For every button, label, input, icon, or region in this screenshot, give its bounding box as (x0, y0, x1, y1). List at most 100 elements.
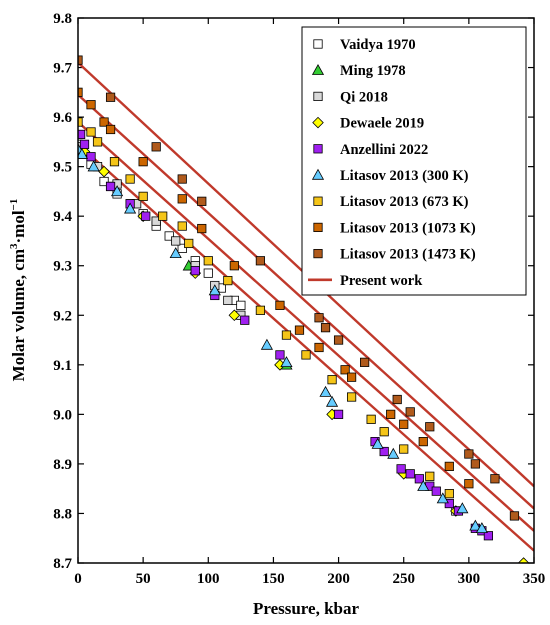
point-litasov-2013-1073-k (444, 461, 454, 471)
legend-label: Litasov 2013 (1073 K) (340, 220, 476, 236)
point-qi-2018 (171, 236, 181, 246)
legend-marker (312, 116, 324, 129)
x-tick-label: 150 (262, 571, 285, 587)
point-litasov-2013-673-k (399, 444, 409, 454)
point-anzellini-2022 (105, 181, 116, 192)
point-litasov-2013-673-k (86, 127, 96, 137)
point-litasov-2013-1073-k (138, 157, 148, 167)
legend-box (301, 26, 527, 296)
point-litasov-2013-673-k (366, 414, 376, 424)
point-litasov-2013-300-k (456, 502, 469, 514)
legend-marker (313, 196, 323, 206)
legend-marker (313, 39, 323, 49)
legend-label: Qi 2018 (340, 89, 388, 105)
point-anzellini-2022 (405, 469, 415, 479)
point-litasov-2013-673-k (255, 305, 266, 315)
point-litasov-2013-673-k (425, 471, 435, 481)
x-tick-label: 50 (136, 571, 151, 587)
point-litasov-2013-300-k (78, 148, 88, 159)
point-litasov-2013-1073-k (86, 100, 96, 110)
point-litasov-2013-300-k (208, 284, 221, 296)
point-litasov-2013-1073-k (346, 372, 357, 382)
x-tick-label: 300 (458, 571, 481, 587)
legend-marker (311, 63, 325, 75)
point-litasov-2013-300-k (475, 522, 488, 534)
point-litasov-2013-1473-k (151, 142, 161, 152)
point-litasov-2013-1473-k (470, 459, 480, 469)
point-litasov-2013-300-k (417, 479, 430, 491)
point-qi-2018 (223, 295, 233, 306)
point-litasov-2013-673-k (125, 174, 135, 184)
point-vaidya-1970 (203, 268, 213, 278)
point-anzellini-2022 (333, 409, 344, 419)
point-dewaele-2019 (98, 165, 110, 178)
legend-label: Anzellini 2022 (340, 142, 428, 158)
point-litasov-2013-673-k (223, 275, 233, 286)
point-litasov-2013-300-k (260, 338, 273, 350)
y-tick-label: 9.5 (53, 160, 72, 176)
y-tick-label: 8.8 (53, 506, 72, 522)
point-litasov-2013-673-k (203, 256, 213, 266)
legend-label: Dewaele 2019 (340, 116, 424, 132)
legend-label: Litasov 2013 (300 K) (340, 168, 469, 184)
x-axis-ticks: 0 50 100 150 200 250 300 350 (74, 18, 545, 587)
x-tick-label: 0 (74, 571, 82, 587)
point-litasov-2013-1073-k (418, 437, 428, 447)
point-litasov-2013-1473-k (255, 256, 266, 266)
legend-label: Litasov 2013 (1473 K) (340, 247, 476, 263)
point-litasov-2013-673-k (379, 427, 389, 437)
point-anzellini-2022 (240, 315, 250, 325)
legend-label: Present work (340, 273, 423, 289)
point-vaidya-1970 (236, 300, 246, 310)
point-litasov-2013-1473-k (490, 474, 500, 484)
point-anzellini-2022 (79, 139, 90, 149)
point-litasov-2013-1073-k (177, 194, 187, 204)
legend-label: Ming 1978 (340, 63, 406, 79)
point-litasov-2013-673-k (327, 375, 337, 385)
point-dewaele-2019 (228, 309, 241, 322)
point-dewaele-2019 (517, 557, 530, 563)
point-litasov-2013-673-k (281, 330, 292, 340)
y-tick-label: 9.1 (53, 358, 72, 374)
point-anzellini-2022 (379, 446, 389, 457)
point-litasov-2013-1473-k (509, 511, 520, 521)
point-litasov-2013-300-k (280, 356, 293, 368)
point-litasov-2013-1473-k (464, 449, 474, 459)
point-litasov-2013-300-k (319, 385, 332, 397)
point-litasov-2013-1073-k (340, 365, 350, 375)
point-litasov-2013-673-k (301, 350, 311, 360)
point-litasov-2013-1473-k (333, 335, 344, 345)
point-litasov-2013-1073-k (275, 300, 285, 310)
point-litasov-2013-300-k (111, 185, 124, 197)
point-litasov-2013-1473-k (197, 196, 207, 206)
x-tick-label: 100 (197, 571, 220, 587)
point-litasov-2013-1073-k (229, 261, 239, 271)
point-anzellini-2022 (483, 531, 494, 541)
y-tick-label: 9.8 (53, 11, 72, 27)
y-tick-label: 9.0 (53, 407, 72, 423)
legend-label: Vaidya 1970 (340, 37, 416, 53)
point-vaidya-1970 (164, 231, 174, 241)
point-anzellini-2022 (190, 266, 200, 276)
legend-label: Litasov 2013 (673 K) (340, 194, 469, 210)
point-litasov-2013-1073-k (314, 342, 324, 353)
legend-marker (313, 248, 323, 259)
point-litasov-2013-673-k (444, 489, 454, 499)
point-vaidya-1970 (177, 243, 187, 253)
present-work-line (78, 143, 534, 552)
point-litasov-2013-1073-k (105, 124, 116, 135)
x-tick-label: 350 (523, 571, 546, 587)
point-anzellini-2022 (141, 211, 151, 221)
point-litasov-2013-1073-k (386, 409, 396, 419)
legend-marker (311, 168, 325, 180)
legend-marker (313, 144, 323, 154)
point-anzellini-2022 (414, 474, 424, 484)
point-anzellini-2022 (78, 129, 86, 140)
point-anzellini-2022 (431, 486, 441, 496)
x-axis-title: Pressure, kbar (253, 599, 360, 618)
point-litasov-2013-1473-k (360, 357, 370, 367)
point-litasov-2013-673-k (158, 211, 168, 221)
point-litasov-2013-1073-k (197, 223, 207, 234)
point-litasov-2013-300-k (87, 160, 100, 172)
